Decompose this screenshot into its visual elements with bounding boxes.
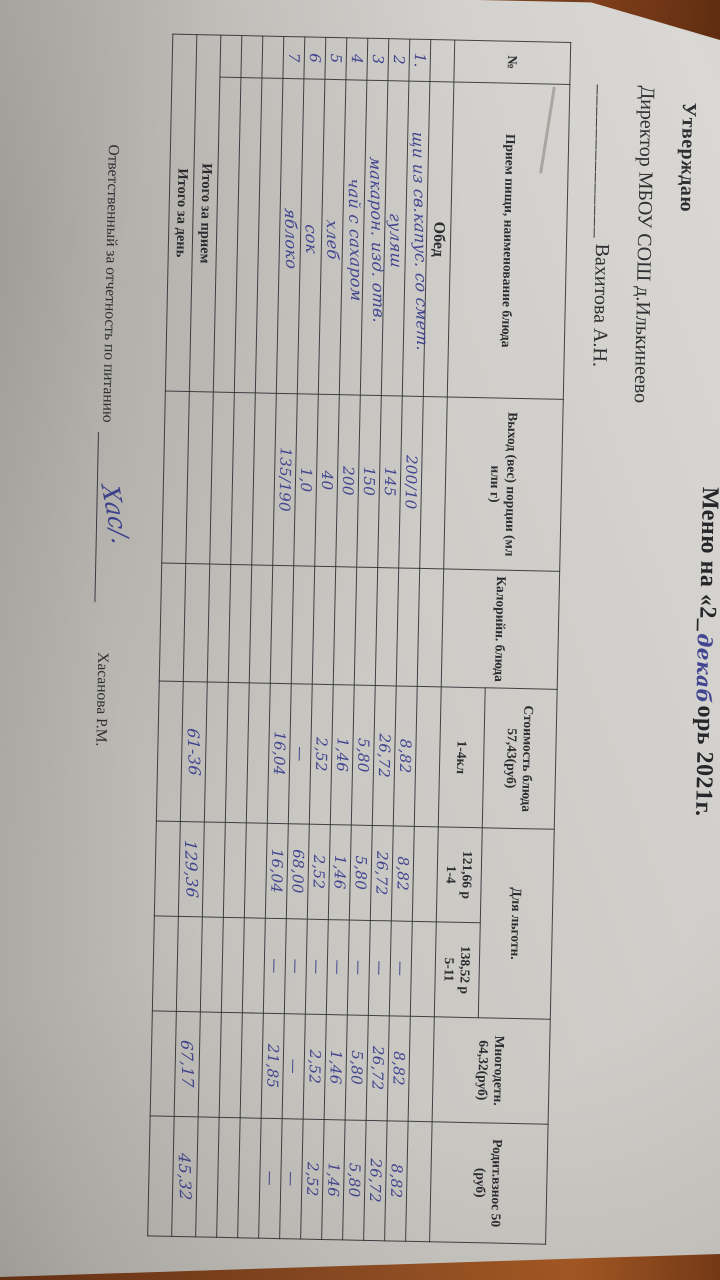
cell-portion: 145 xyxy=(377,395,403,568)
cell-calories xyxy=(333,566,357,686)
cell-rodit: 2,52 xyxy=(300,1119,325,1240)
cell-num: 6 xyxy=(303,36,326,80)
cell-calories xyxy=(396,567,420,687)
col-header-calories: Калорийн. блюда xyxy=(441,568,560,690)
responsible-name: Хасанова Р.М. xyxy=(92,652,112,747)
col-subheader-lgot-1-4: 121,66 р 1-4 xyxy=(436,826,483,923)
cell-lgot-1-4: 2,52 xyxy=(307,824,331,920)
cell-calories xyxy=(270,565,294,684)
responsible-line: Ответственный за отчетность по питанию Х… xyxy=(91,144,135,747)
cell-num: 4 xyxy=(345,37,368,81)
total-rodit: 45,32 xyxy=(171,1116,199,1237)
cell-lgot-1-4: 68,00 xyxy=(286,823,310,920)
menu-title-printed-end: орь 2021г. xyxy=(690,705,719,817)
col-header-rodit: Родит.взнос 50 (руб) xyxy=(429,1121,549,1245)
cell-lgot-1-4: 5,80 xyxy=(349,825,373,921)
lgot-5-11-price: 138,52 р xyxy=(457,945,474,995)
cell-lgot-5-11: — xyxy=(368,920,392,1016)
cell-mnogodet: 1,46 xyxy=(324,1014,348,1120)
header-row: № Прием пищи, наименование блюда Выход (… xyxy=(429,40,571,1245)
menu-table: № Прием пищи, наименование блюда Выход (… xyxy=(147,34,571,1245)
cell-num xyxy=(429,39,455,83)
handwritten-signature: Хас/. xyxy=(95,484,136,545)
total-lgot-5-11 xyxy=(152,915,179,1012)
total-mnogodet: 67,17 xyxy=(174,1011,201,1117)
cell-rodit: 8,82 xyxy=(384,1120,409,1242)
document: Утверждаю Директор МБОУ СОШ д.Илькинеево… xyxy=(0,29,720,1280)
cell-lgot-1-4: 16,04 xyxy=(265,823,289,919)
cell-cost: 5,80 xyxy=(351,685,376,826)
cell-cost: — xyxy=(288,683,313,825)
director-name: Вахитова А.Н. xyxy=(588,243,614,368)
col-subheader-cost-grades: 1-4кл xyxy=(438,686,486,828)
cell-num: 3 xyxy=(366,38,389,81)
cell-mnogodet: 26,72 xyxy=(366,1015,390,1121)
total-lgot-1-4: 129,36 xyxy=(178,821,205,917)
cell-rodit: — xyxy=(258,1118,283,1239)
cell-num: 2 xyxy=(387,38,410,82)
cell-portion: 1,0 xyxy=(293,393,319,567)
menu-title-handwritten-month: декаб xyxy=(691,633,717,704)
lgot-5-11-grades: 5-11 xyxy=(442,957,458,982)
cell-rodit: 1,46 xyxy=(321,1119,346,1240)
cell-calories xyxy=(291,565,315,685)
responsible-label: Ответственный за отчетность по питанию xyxy=(99,144,122,423)
col-header-mnogodet: Многодетн. 64,32(руб) xyxy=(432,1016,551,1125)
col-header-meal: Прием пищи, наименование блюда xyxy=(447,82,570,400)
cell-lgot-5-11: — xyxy=(263,918,287,1014)
total-rodit xyxy=(147,1115,175,1237)
cell-cost: 8,82 xyxy=(393,685,418,827)
cell-rodit: 26,72 xyxy=(363,1120,388,1241)
total-mnogodet xyxy=(150,1010,177,1117)
signature-underline: ______________ xyxy=(591,84,617,239)
total-lgot-5-11 xyxy=(176,916,203,1012)
cell-mnogodet: — xyxy=(282,1013,306,1120)
menu-title: Меню на «2_декаборь 2021г. xyxy=(689,487,720,817)
col-header-portion: Выход (вес) порции (мл или г) xyxy=(443,396,564,572)
cell-mnogodet: 2,52 xyxy=(303,1014,327,1120)
approval-block: Утверждаю Директор МБОУ СОШ д.Илькинеево… xyxy=(575,84,710,517)
menu-title-printed-start: Меню на «2_ xyxy=(693,486,720,632)
cell-portion: 200/10 xyxy=(398,396,424,569)
cell-lgot-5-11: — xyxy=(347,920,371,1016)
cell-lgot-5-11: — xyxy=(305,919,329,1015)
cell-lgot-5-11: — xyxy=(284,918,308,1015)
cell-cost: 2,52 xyxy=(309,684,334,825)
cell-portion: 150 xyxy=(356,395,382,568)
cell-lgot-1-4: 1,46 xyxy=(328,824,352,921)
cell-lgot-5-11: — xyxy=(326,919,350,1015)
cell-portion: 200 xyxy=(335,394,361,568)
cell-portion: 135/190 xyxy=(272,393,298,566)
lgot-1-4-price: 121,66 р xyxy=(459,850,476,900)
col-header-num: № xyxy=(453,40,571,85)
col-header-cost: Стоимость блюда 57,43(руб) xyxy=(482,687,558,830)
cell-cost: 16,04 xyxy=(267,683,292,824)
cell-num: 5 xyxy=(324,37,347,80)
total-cost xyxy=(156,680,184,822)
cell-lgot-1-4: 8,82 xyxy=(391,825,415,922)
col-header-lgot: Для льготн. xyxy=(478,827,555,1020)
total-cost: 61-36 xyxy=(180,681,208,822)
cell-lgot-1-4: 26,72 xyxy=(370,825,394,921)
cell-mnogodet: 5,80 xyxy=(345,1014,369,1121)
total-lgot-1-4 xyxy=(154,820,181,917)
cell-calories xyxy=(375,567,399,686)
cell-lgot-5-11: — xyxy=(389,920,413,1017)
cell-calories xyxy=(354,567,378,686)
cell-cost: 26,72 xyxy=(372,685,397,826)
lgot-1-4-grades: 1-4 xyxy=(444,865,460,884)
cell-rodit: 5,80 xyxy=(342,1119,367,1241)
signature-line: Хас/. xyxy=(94,432,135,603)
cell-cost: 1,46 xyxy=(330,684,355,826)
cell-mnogodet: 21,85 xyxy=(261,1013,285,1119)
col-subheader-lgot-5-11: 138,52 р 5-11 xyxy=(434,921,481,1018)
cell-num: 7 xyxy=(282,36,305,79)
cell-calories xyxy=(312,566,336,685)
cell-rodit: — xyxy=(279,1118,304,1240)
cell-mnogodet: 8,82 xyxy=(387,1015,411,1122)
cell-num: 1. xyxy=(408,39,431,82)
cell-portion: 40 xyxy=(314,394,340,567)
